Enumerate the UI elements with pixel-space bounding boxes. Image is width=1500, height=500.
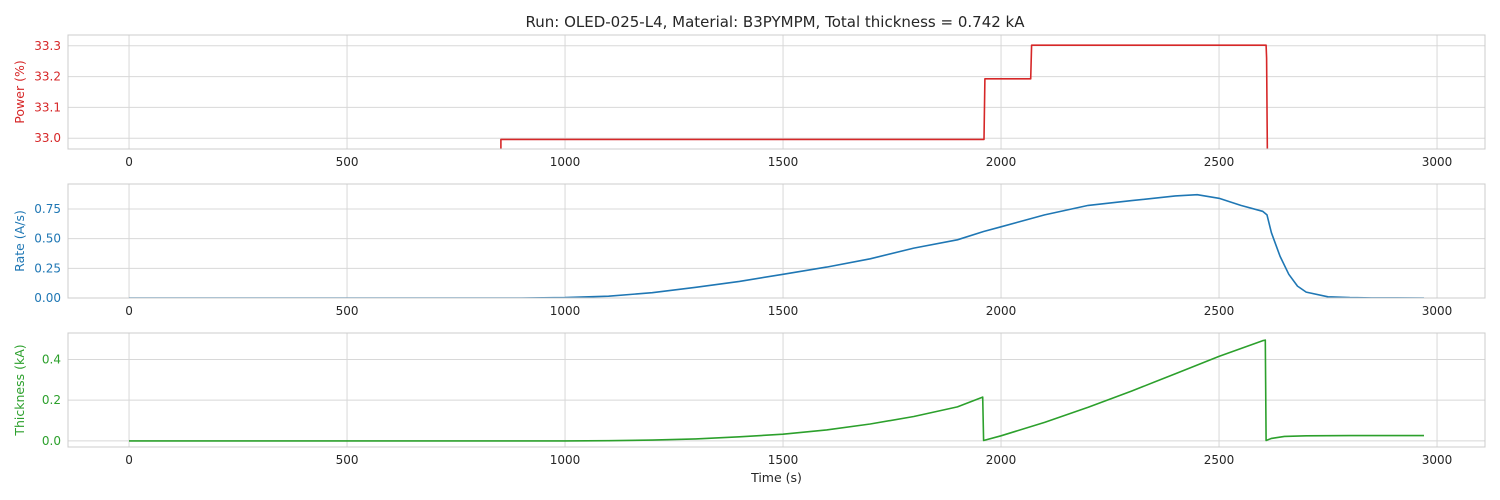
x-tick-label: 2000 <box>986 453 1017 467</box>
y-axis-label: Rate (A/s) <box>12 210 27 272</box>
x-tick-label: 0 <box>125 453 133 467</box>
subplots: 0 500 1000 1500 2000 2500 3000 33.0 33.1 33.2 33.3… <box>12 34 1486 485</box>
x-tick-label: 500 <box>336 155 359 169</box>
y-tick-label: 33.2 <box>34 70 61 84</box>
x-tick-label: 500 <box>336 304 359 318</box>
axes-frame <box>67 332 1486 448</box>
axes-frame <box>67 34 1486 150</box>
rate-a-s-panel: 0 500 1000 1500 2000 2500 3000 0.00 0.25 0.50 0.75… <box>12 183 1486 318</box>
chart-title: Run: OLED-025-L4, Material: B3PYMPM, Tot… <box>525 13 1025 31</box>
x-tick-label: 1000 <box>550 155 581 169</box>
x-tick-label: 2500 <box>1204 453 1235 467</box>
rate-a-s-line <box>129 193 1425 298</box>
x-tick-label: 3000 <box>1422 453 1453 467</box>
x-tick-label: 1500 <box>768 155 799 169</box>
x-tick-label: 0 <box>125 155 133 169</box>
y-tick-label: 0.2 <box>42 393 61 407</box>
x-tick-label: 1000 <box>550 304 581 318</box>
x-tick-label: 0 <box>125 304 133 318</box>
power-panel: 0 500 1000 1500 2000 2500 3000 33.0 33.1 33.2 33.3… <box>12 34 1486 169</box>
y-tick-label: 33.3 <box>34 39 61 53</box>
x-tick-label: 2000 <box>986 155 1017 169</box>
x-tick-label: 3000 <box>1422 304 1453 318</box>
y-axis-label: Thickness (kA) <box>12 344 27 436</box>
y-tick-label: 0.00 <box>34 291 61 305</box>
x-tick-label: 500 <box>336 453 359 467</box>
thickness-ka-panel: 0 500 1000 1500 2000 2500 3000 0.0 0.2 0.4 Thickne… <box>12 332 1486 485</box>
x-tick-label: 3000 <box>1422 155 1453 169</box>
y-tick-label: 0.0 <box>42 434 61 448</box>
y-tick-label: 0.4 <box>42 352 61 366</box>
y-tick-label: 0.25 <box>34 261 61 275</box>
thickness-ka-line <box>129 339 1424 442</box>
x-tick-label: 1000 <box>550 453 581 467</box>
y-tick-label: 0.75 <box>34 202 61 216</box>
y-tick-label: 0.50 <box>34 232 61 246</box>
y-tick-label: 33.0 <box>34 131 61 145</box>
x-axis-label: Time (s) <box>750 470 802 485</box>
x-tick-label: 2000 <box>986 304 1017 318</box>
x-tick-label: 2500 <box>1204 304 1235 318</box>
y-axis-label: Power (%) <box>12 60 27 123</box>
x-tick-label: 1500 <box>768 453 799 467</box>
axes-frame <box>67 183 1486 299</box>
power-line <box>500 44 1269 149</box>
x-tick-label: 2500 <box>1204 155 1235 169</box>
x-tick-label: 1500 <box>768 304 799 318</box>
y-tick-label: 33.1 <box>34 100 61 114</box>
